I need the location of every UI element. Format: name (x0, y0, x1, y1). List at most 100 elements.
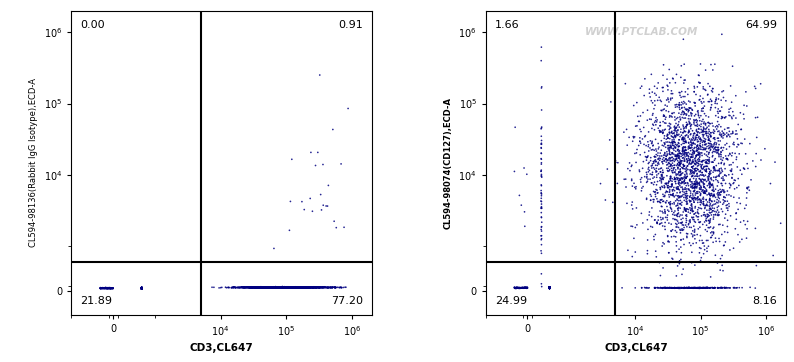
Point (276, 285, 288, 290)
Point (276, 285, 289, 291)
Point (700, 145, 712, 151)
Point (693, 157, 706, 163)
Point (681, 92, 694, 97)
Point (543, 285, 556, 291)
Point (102, 285, 115, 291)
Point (708, 61, 721, 67)
Point (543, 285, 556, 290)
Point (135, 285, 148, 291)
Point (289, 284, 302, 290)
Point (665, 285, 678, 291)
Point (511, 285, 524, 291)
Point (653, 157, 666, 163)
Point (688, 167, 701, 172)
Point (696, 139, 709, 145)
Point (694, 285, 707, 291)
Point (535, 205, 548, 211)
Point (279, 285, 291, 291)
Point (261, 285, 274, 290)
Point (285, 284, 298, 290)
Point (634, 152, 646, 158)
Point (256, 285, 269, 290)
Point (684, 155, 697, 160)
Point (703, 197, 716, 202)
Point (689, 162, 702, 168)
Point (249, 284, 262, 290)
Point (676, 149, 689, 155)
Point (535, 58, 548, 64)
Point (688, 100, 701, 106)
Point (697, 199, 710, 205)
Point (649, 157, 661, 163)
Point (665, 130, 678, 136)
Point (279, 285, 291, 290)
Point (535, 215, 548, 220)
Point (272, 285, 285, 290)
Point (707, 130, 720, 136)
Point (135, 285, 148, 291)
Point (252, 284, 265, 290)
Point (678, 61, 691, 67)
Point (543, 285, 556, 291)
Point (543, 285, 556, 291)
Point (709, 99, 722, 105)
Point (543, 285, 556, 291)
Point (305, 285, 318, 290)
Point (242, 284, 255, 290)
Point (712, 114, 725, 120)
Point (543, 285, 556, 291)
Point (106, 286, 118, 291)
Point (653, 208, 666, 214)
Point (708, 135, 721, 141)
Point (543, 285, 556, 291)
Point (306, 285, 318, 290)
Point (273, 285, 286, 290)
Point (256, 285, 268, 290)
Point (738, 116, 750, 122)
Point (299, 285, 312, 291)
Point (136, 285, 148, 291)
Point (688, 182, 700, 188)
Point (543, 285, 556, 291)
Point (263, 285, 276, 291)
Point (717, 94, 730, 100)
Point (543, 285, 556, 291)
Point (135, 285, 148, 291)
Point (543, 285, 556, 291)
Point (643, 160, 656, 165)
Point (251, 285, 264, 290)
Point (516, 285, 529, 291)
Point (264, 285, 276, 290)
Point (543, 285, 556, 291)
Point (694, 258, 707, 264)
Point (320, 203, 333, 209)
Point (259, 284, 272, 290)
Point (670, 156, 683, 162)
Point (276, 285, 289, 290)
Point (711, 145, 724, 151)
Point (681, 86, 694, 92)
Point (708, 165, 721, 171)
Point (285, 285, 298, 290)
Point (543, 285, 556, 290)
Point (135, 285, 148, 291)
Point (285, 284, 298, 290)
Point (543, 285, 556, 291)
Point (281, 285, 294, 290)
Point (723, 106, 735, 112)
Point (543, 285, 556, 291)
Point (673, 110, 685, 116)
Point (703, 210, 716, 215)
Point (661, 157, 673, 163)
Point (286, 285, 299, 290)
Point (703, 135, 715, 141)
Point (135, 285, 148, 291)
Point (298, 207, 310, 212)
Point (534, 168, 547, 174)
Point (686, 196, 699, 202)
Point (245, 285, 258, 290)
Point (543, 285, 556, 291)
Point (677, 194, 690, 200)
Point (328, 285, 341, 290)
Point (543, 285, 556, 291)
